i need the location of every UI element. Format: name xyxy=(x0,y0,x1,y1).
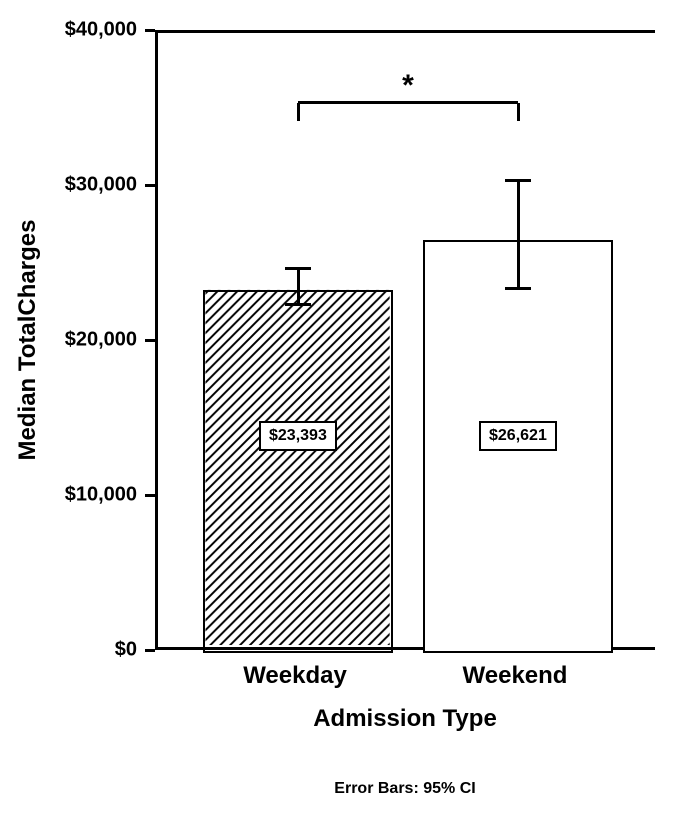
significance-marker: * xyxy=(402,69,414,103)
x-tick-label: Weekday xyxy=(243,662,347,690)
y-tick-label: $40,000 xyxy=(0,19,137,42)
y-tick-label: $30,000 xyxy=(0,174,137,197)
y-tick-label: $0 xyxy=(0,639,137,662)
y-tick-mark xyxy=(145,29,155,32)
plot-area: $23,393 $26,621 * xyxy=(155,30,655,650)
x-axis-title: Admission Type xyxy=(313,705,497,733)
error-bar-cap xyxy=(505,179,531,182)
y-tick-label: $10,000 xyxy=(0,484,137,507)
y-tick-mark xyxy=(145,494,155,497)
x-tick-label: Weekend xyxy=(463,662,568,690)
bar-value-label: $26,621 xyxy=(479,421,557,451)
error-bar-cap xyxy=(285,267,311,270)
chart-container: $23,393$26,621* Median TotalCharges Admi… xyxy=(0,0,675,817)
y-tick-mark xyxy=(145,339,155,342)
error-bar-cap xyxy=(505,287,531,290)
y-tick-mark xyxy=(145,184,155,187)
y-tick-label: $20,000 xyxy=(0,329,137,352)
error-bar-line xyxy=(297,269,300,305)
chart-caption: Error Bars: 95% CI xyxy=(334,780,475,798)
y-tick-mark xyxy=(145,649,155,652)
bar-weekday xyxy=(203,290,393,653)
error-bar-cap xyxy=(285,303,311,306)
error-bar-line xyxy=(517,180,520,289)
significance-bracket-drop xyxy=(297,103,300,122)
bar-value-label: $23,393 xyxy=(259,421,337,451)
significance-bracket-drop xyxy=(517,103,520,122)
